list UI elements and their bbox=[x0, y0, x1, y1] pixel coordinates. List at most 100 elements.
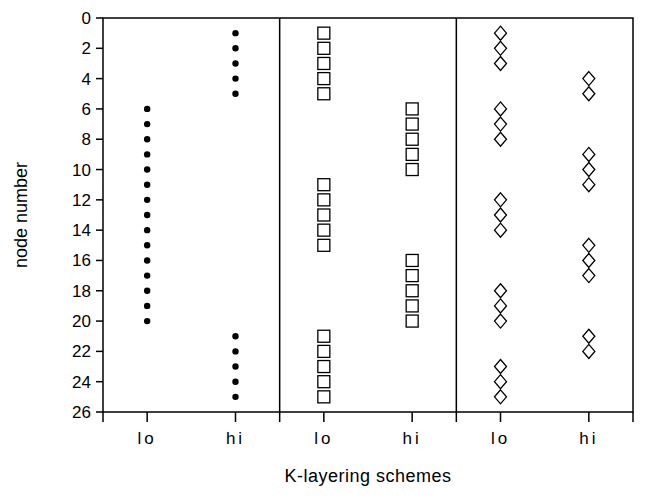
point bbox=[583, 147, 595, 161]
y-tick bbox=[96, 78, 103, 80]
point bbox=[495, 299, 507, 313]
y-tick-label: 2 bbox=[82, 39, 91, 58]
point bbox=[144, 318, 150, 324]
point bbox=[495, 102, 507, 116]
point bbox=[232, 30, 238, 36]
point bbox=[144, 151, 150, 157]
point bbox=[583, 178, 595, 192]
point bbox=[318, 42, 330, 54]
point bbox=[144, 121, 150, 127]
point bbox=[495, 26, 507, 40]
point bbox=[144, 166, 150, 172]
point bbox=[495, 314, 507, 328]
x-tick-label: hi bbox=[403, 429, 422, 448]
point bbox=[406, 148, 418, 160]
point bbox=[406, 254, 418, 266]
y-tick bbox=[96, 108, 103, 110]
point bbox=[144, 227, 150, 233]
y-tick bbox=[96, 320, 103, 322]
point bbox=[318, 224, 330, 236]
point bbox=[406, 270, 418, 282]
y-tick bbox=[96, 17, 103, 19]
point bbox=[583, 329, 595, 343]
x-tick bbox=[588, 412, 590, 422]
y-tick-label: 8 bbox=[82, 130, 91, 149]
point bbox=[144, 136, 150, 142]
point bbox=[583, 344, 595, 358]
y-tick bbox=[96, 351, 103, 353]
point bbox=[144, 288, 150, 294]
point bbox=[318, 330, 330, 342]
plot-frame bbox=[103, 18, 633, 412]
point bbox=[495, 41, 507, 55]
x-tick bbox=[411, 412, 413, 422]
point bbox=[406, 285, 418, 297]
point bbox=[318, 27, 330, 39]
point bbox=[318, 57, 330, 69]
point bbox=[406, 103, 418, 115]
point bbox=[406, 133, 418, 145]
point bbox=[495, 117, 507, 131]
point bbox=[583, 253, 595, 267]
point bbox=[406, 300, 418, 312]
x-axis-title: K-layering schemes bbox=[284, 466, 451, 486]
point bbox=[583, 269, 595, 283]
point bbox=[318, 345, 330, 357]
panel-divider bbox=[279, 18, 281, 412]
y-tick-label: 12 bbox=[72, 191, 91, 210]
point bbox=[406, 315, 418, 327]
marks bbox=[144, 26, 595, 404]
y-tick-label: 14 bbox=[72, 221, 91, 240]
y-tick bbox=[96, 411, 103, 413]
point bbox=[318, 391, 330, 403]
point bbox=[495, 390, 507, 404]
point bbox=[406, 164, 418, 176]
y-tick bbox=[96, 260, 103, 262]
y-tick-label: 0 bbox=[82, 9, 91, 28]
point bbox=[583, 72, 595, 86]
x-tick-label: lo bbox=[314, 429, 333, 448]
x-panel-tick bbox=[102, 412, 104, 422]
point bbox=[144, 257, 150, 263]
point bbox=[232, 75, 238, 81]
y-tick bbox=[96, 290, 103, 292]
point bbox=[406, 118, 418, 130]
point bbox=[583, 87, 595, 101]
point bbox=[495, 223, 507, 237]
point bbox=[232, 45, 238, 51]
panel-divider bbox=[456, 18, 458, 412]
x-tick-label: hi bbox=[226, 429, 245, 448]
y-tick-label: 18 bbox=[72, 282, 91, 301]
y-tick-label: 6 bbox=[82, 100, 91, 119]
point bbox=[144, 212, 150, 218]
point bbox=[144, 303, 150, 309]
point bbox=[232, 348, 238, 354]
y-tick-label: 20 bbox=[72, 312, 91, 331]
point bbox=[583, 163, 595, 177]
y-tick bbox=[96, 381, 103, 383]
point bbox=[495, 193, 507, 207]
point bbox=[495, 360, 507, 374]
point bbox=[583, 238, 595, 252]
point bbox=[495, 375, 507, 389]
point bbox=[318, 209, 330, 221]
point bbox=[318, 73, 330, 85]
y-tick bbox=[96, 138, 103, 140]
point bbox=[495, 284, 507, 298]
x-tick-label: lo bbox=[491, 429, 510, 448]
point bbox=[318, 376, 330, 388]
point bbox=[232, 394, 238, 400]
x-tick-label: lo bbox=[138, 429, 157, 448]
point bbox=[144, 242, 150, 248]
point bbox=[144, 197, 150, 203]
point bbox=[144, 181, 150, 187]
point bbox=[318, 239, 330, 251]
y-tick-label: 26 bbox=[72, 403, 91, 422]
point bbox=[144, 272, 150, 278]
y-tick bbox=[96, 48, 103, 50]
point bbox=[318, 88, 330, 100]
point bbox=[495, 132, 507, 146]
point bbox=[318, 179, 330, 191]
x-tick bbox=[323, 412, 325, 422]
x-panel-tick bbox=[279, 412, 281, 422]
